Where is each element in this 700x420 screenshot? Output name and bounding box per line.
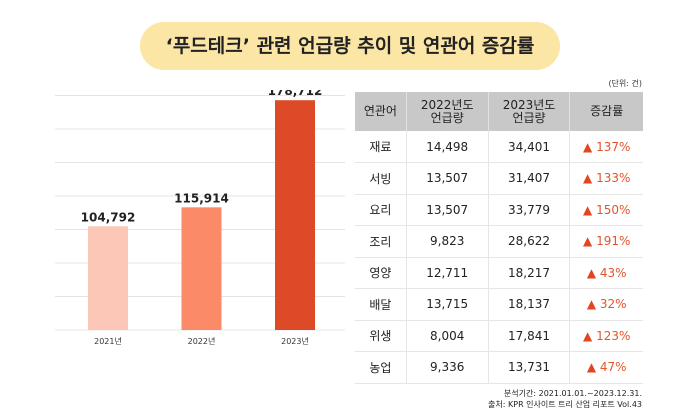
up-triangle-icon: ▲ — [586, 297, 597, 312]
data-label: 115,914 — [174, 191, 229, 205]
rate-cell: ▲ 133% — [569, 162, 643, 195]
rate-cell: ▲ 47% — [569, 351, 643, 384]
rate-cell: ▲ 123% — [569, 320, 643, 352]
x-tick-label: 2021년 — [94, 336, 122, 346]
x-tick-label: 2023년 — [281, 336, 309, 346]
count-2022-cell: 8,004 — [406, 320, 489, 352]
x-tick-label: 2022년 — [188, 336, 216, 346]
data-label: 104,792 — [81, 210, 136, 224]
rate-value: 43% — [599, 265, 627, 280]
header-word: 연관어 — [355, 92, 407, 131]
table-row: 재료 14,498 34,401 ▲ 137% — [355, 131, 643, 163]
count-2023-cell: 18,217 — [488, 257, 571, 289]
table-row: 조리 9,823 28,622 ▲ 191% — [355, 225, 643, 258]
header-2022: 2022년도 언급량 — [406, 92, 489, 131]
count-2023-cell: 31,407 — [488, 162, 571, 195]
word-cell: 재료 — [355, 131, 407, 163]
count-2023-cell: 17,841 — [488, 320, 571, 352]
unit-label: (단위: 건) — [608, 79, 642, 88]
header-2023: 2023년도 언급량 — [488, 92, 571, 131]
table-row: 농업 9,336 13,731 ▲ 47% — [355, 351, 643, 384]
rate-cell: ▲ 191% — [569, 225, 643, 258]
up-triangle-icon: ▲ — [583, 202, 593, 217]
rate-value: 47% — [599, 360, 627, 375]
analysis-period: 분석기간: 2021.01.01.~2023.12.31. — [503, 389, 642, 398]
rate-value: 150% — [596, 202, 631, 217]
up-triangle-icon: ▲ — [586, 265, 597, 280]
table-row: 요리 13,507 33,779 ▲ 150% — [355, 194, 643, 226]
count-2022-cell: 14,498 — [406, 131, 489, 163]
related-words-table: 연관어 2022년도 언급량 2023년도 언급량 증감률 재료 14,498 … — [355, 92, 643, 384]
table-header-row: 연관어 2022년도 언급량 2023년도 언급량 증감률 — [355, 92, 643, 131]
rate-cell: ▲ 137% — [569, 131, 643, 163]
count-2022-cell: 13,507 — [406, 194, 489, 226]
page-title: ‘푸드테크’ 관련 언급량 추이 및 연관어 증감률 — [140, 22, 560, 70]
header-rate: 증감률 — [569, 92, 643, 131]
up-triangle-icon: ▲ — [583, 234, 593, 249]
source: 출처: KPR 인사이트 트리 산업 리포트 Vol.43 — [488, 400, 642, 409]
rate-value: 123% — [596, 328, 631, 343]
count-2022-cell: 13,507 — [406, 162, 489, 195]
table-row: 위생 8,004 17,841 ▲ 123% — [355, 320, 643, 352]
up-triangle-icon: ▲ — [583, 139, 593, 154]
rate-cell: ▲ 150% — [569, 194, 643, 226]
bar-2021년 — [88, 226, 128, 330]
word-cell: 요리 — [355, 194, 407, 226]
word-cell: 위생 — [355, 320, 407, 352]
footer: 분석기간: 2021.01.01.~2023.12.31. 출처: KPR 인사… — [488, 388, 642, 410]
rate-value: 32% — [599, 297, 627, 312]
bar-chart: 104,792 2021년 115,914 2022년 178,712 2023년 — [55, 90, 345, 346]
count-2023-cell: 13,731 — [488, 351, 571, 384]
word-cell: 조리 — [355, 225, 407, 258]
count-2022-cell: 9,823 — [406, 225, 489, 258]
data-label: 178,712 — [268, 90, 323, 98]
up-triangle-icon: ▲ — [583, 328, 593, 343]
count-2022-cell: 13,715 — [406, 288, 489, 321]
rate-value: 133% — [596, 171, 631, 186]
rate-value: 137% — [596, 139, 631, 154]
count-2022-cell: 12,711 — [406, 257, 489, 289]
count-2023-cell: 33,779 — [488, 194, 571, 226]
count-2023-cell: 28,622 — [488, 225, 571, 258]
word-cell: 배달 — [355, 288, 407, 321]
table-row: 영양 12,711 18,217 ▲ 43% — [355, 257, 643, 289]
up-triangle-icon: ▲ — [583, 171, 593, 186]
table-row: 서빙 13,507 31,407 ▲ 133% — [355, 162, 643, 195]
count-2022-cell: 9,336 — [406, 351, 489, 384]
rate-cell: ▲ 43% — [569, 257, 643, 289]
count-2023-cell: 18,137 — [488, 288, 571, 321]
bar-2023년 — [275, 100, 315, 330]
word-cell: 서빙 — [355, 162, 407, 195]
rate-cell: ▲ 32% — [569, 288, 643, 321]
word-cell: 영양 — [355, 257, 407, 289]
bar-2022년 — [181, 207, 222, 330]
count-2023-cell: 34,401 — [488, 131, 571, 163]
word-cell: 농업 — [355, 351, 407, 384]
rate-value: 191% — [596, 234, 631, 249]
up-triangle-icon: ▲ — [586, 360, 597, 375]
table-row: 배달 13,715 18,137 ▲ 32% — [355, 288, 643, 321]
